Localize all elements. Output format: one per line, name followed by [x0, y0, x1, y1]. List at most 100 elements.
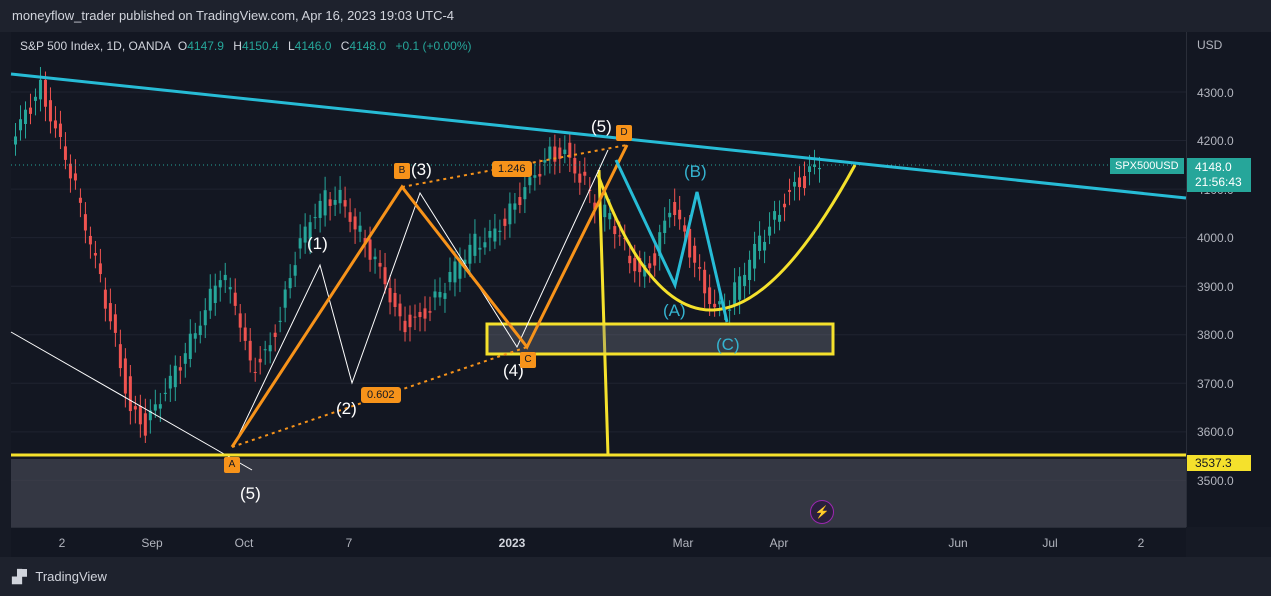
- candle-body: [423, 308, 427, 319]
- candle-body: [538, 173, 542, 177]
- candle-body: [53, 120, 57, 129]
- candle-body: [238, 313, 242, 328]
- candle-body: [688, 228, 692, 258]
- candle-body: [118, 344, 122, 369]
- candle-body: [558, 147, 562, 159]
- candle-body: [73, 173, 77, 181]
- candle-body: [373, 256, 377, 260]
- candle-body: [78, 197, 82, 203]
- candle-body: [183, 353, 187, 364]
- candle-body: [658, 232, 662, 256]
- candle-body: [453, 261, 457, 283]
- x-tick-label: Apr: [769, 536, 789, 550]
- candle-body: [348, 212, 352, 222]
- fib-ratio-cd: 1.246: [492, 161, 532, 177]
- candle-body: [803, 176, 807, 189]
- candle-body: [158, 404, 162, 409]
- x-tick-label: 2023: [498, 536, 526, 550]
- candle-body: [223, 274, 227, 281]
- candle-body: [388, 288, 392, 303]
- candle-body: [433, 291, 437, 298]
- candle-body: [528, 177, 532, 186]
- lower-shaded-zone: [11, 459, 1186, 527]
- candle-body: [753, 243, 757, 269]
- candle-body: [268, 345, 272, 352]
- x-tick-label: 2: [1137, 536, 1145, 550]
- legend-high-key: H: [233, 39, 242, 53]
- candle-body: [113, 314, 117, 333]
- candle-body: [628, 255, 632, 264]
- candle-body: [288, 278, 292, 289]
- legend-close-key: C: [340, 39, 350, 53]
- candle-body: [103, 289, 107, 309]
- candle-body: [308, 222, 312, 240]
- candle-body: [728, 309, 732, 311]
- candle-body: [243, 327, 247, 341]
- brand-name: TradingView: [35, 569, 107, 584]
- candle-body: [533, 175, 537, 178]
- candle-body: [343, 200, 347, 207]
- candle-body: [88, 235, 92, 245]
- candle-body: [358, 225, 362, 232]
- candle-body: [203, 310, 207, 326]
- candle-body: [503, 218, 507, 226]
- candle-body: [163, 392, 167, 394]
- candle-body: [778, 214, 782, 222]
- candle-body: [668, 212, 672, 218]
- candle-body: [48, 100, 52, 122]
- legend-open: 4147.9: [187, 39, 224, 53]
- candle-body: [448, 271, 452, 283]
- symbol-legend: S&P 500 Index, 1D, OANDA O4147.9 H4150.4…: [20, 39, 478, 53]
- wave-label-2: (2): [336, 399, 357, 418]
- candle-body: [543, 160, 547, 163]
- price-axis[interactable]: [1186, 32, 1271, 527]
- x-tick-label: 2: [58, 536, 66, 550]
- candle-body: [458, 258, 462, 279]
- candle-body: [393, 292, 397, 307]
- candle-body: [293, 265, 297, 276]
- x-tick-label: Mar: [672, 536, 694, 550]
- candle-body: [138, 406, 142, 425]
- candle-body: [648, 263, 652, 269]
- candle-body: [298, 238, 302, 249]
- candle-body: [578, 173, 582, 183]
- y-tick-label: 3700.0: [1197, 377, 1234, 391]
- candle-body: [208, 288, 212, 311]
- candle-body: [798, 177, 802, 188]
- candle-body: [443, 293, 447, 299]
- y-axis-unit: USD: [1197, 38, 1223, 52]
- candle-body: [338, 189, 342, 204]
- candle-body: [468, 244, 472, 264]
- candle-body: [748, 259, 752, 281]
- candle-body: [68, 163, 72, 179]
- candle-body: [18, 119, 22, 131]
- candle-body: [608, 213, 612, 220]
- candle-body: [198, 325, 202, 336]
- brand-logo[interactable]: ▟▘ TradingView: [12, 569, 107, 585]
- lightning-icon[interactable]: ⚡: [810, 500, 834, 524]
- candle-body: [108, 303, 112, 322]
- wave-label-5-low: (5): [240, 484, 261, 503]
- candle-body: [603, 204, 607, 218]
- candle-body: [283, 289, 287, 308]
- candle-body: [98, 263, 102, 275]
- candle-body: [83, 214, 87, 231]
- candle-body: [173, 365, 177, 388]
- elliott-wave-path: [232, 149, 609, 448]
- candle-body: [263, 349, 267, 351]
- legend-low: 4146.0: [294, 39, 332, 53]
- candle-body: [813, 164, 817, 167]
- candle-body: [643, 265, 647, 277]
- x-tick-label: Oct: [234, 536, 254, 550]
- candle-body: [403, 320, 407, 333]
- candle-body: [743, 274, 747, 287]
- candle-body: [228, 287, 232, 290]
- candle-body: [328, 199, 332, 206]
- tradingview-icon: ▟▘: [12, 569, 36, 584]
- time-axis[interactable]: [11, 527, 1186, 558]
- candle-body: [613, 226, 617, 235]
- candle-body: [683, 225, 687, 232]
- candle-body: [178, 367, 182, 371]
- wave-label-1: (1): [307, 234, 328, 253]
- point-marker-c: C: [520, 352, 536, 368]
